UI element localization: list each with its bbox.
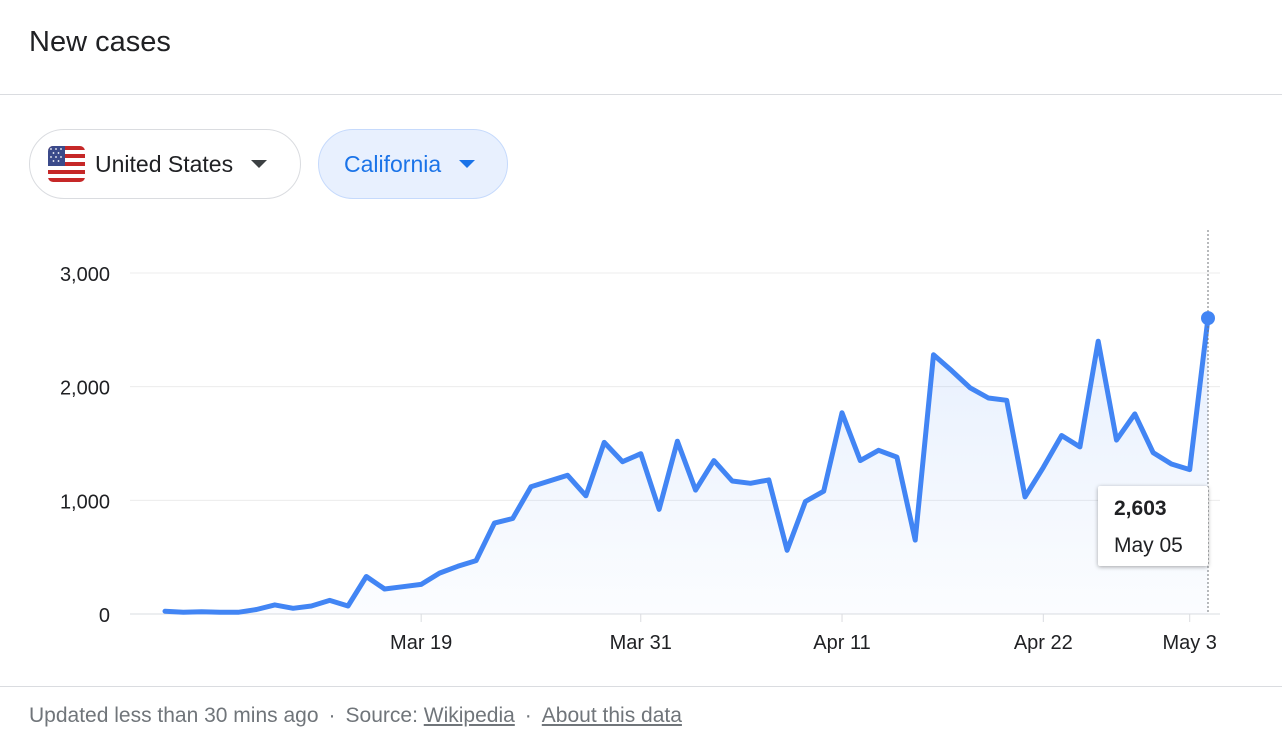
x-tick-label: Mar 19 — [390, 632, 452, 654]
about-data-link[interactable]: About this data — [541, 704, 682, 727]
y-tick-label: 2,000 — [60, 378, 110, 400]
y-tick-label: 3,000 — [60, 264, 110, 286]
tooltip-date: May 05 — [1114, 534, 1183, 557]
cases-chart[interactable]: 0 1,000 2,000 3,000 Mar 19 Mar 31 Apr 11 Apr 22… — [0, 220, 1282, 680]
page-title: New cases — [29, 26, 171, 58]
region-dropdown[interactable]: California — [318, 129, 508, 199]
separator: · — [524, 704, 532, 727]
chevron-down-icon — [251, 160, 268, 168]
updated-text: Updated less than 30 mins ago — [29, 704, 319, 727]
us-flag-icon — [48, 146, 85, 182]
footer: Updated less than 30 mins ago · Source: Wi… — [29, 704, 682, 728]
chart-tooltip: 2,603 May 05 — [1098, 486, 1208, 566]
tooltip-value: 2,603 — [1114, 497, 1167, 520]
chevron-down-icon — [459, 160, 476, 168]
region-dropdown-label: California — [344, 150, 442, 177]
separator: · — [328, 704, 336, 727]
x-tick-label: Apr 22 — [1014, 632, 1073, 654]
footer-divider — [0, 686, 1282, 687]
source-label: Source: — [345, 704, 418, 727]
x-tick-label: May 3 — [1162, 632, 1216, 654]
x-tick-label: Apr 11 — [813, 632, 870, 654]
series-line — [162, 315, 1211, 615]
x-tick-label: Mar 31 — [610, 632, 672, 654]
y-tick-label: 1,000 — [60, 491, 110, 513]
country-dropdown[interactable]: United States — [29, 129, 301, 199]
hover-point — [1201, 311, 1215, 326]
wikipedia-link[interactable]: Wikipedia — [423, 704, 515, 727]
country-dropdown-label: United States — [95, 150, 234, 177]
y-tick-label: 0 — [99, 605, 110, 627]
header-divider — [0, 94, 1282, 95]
